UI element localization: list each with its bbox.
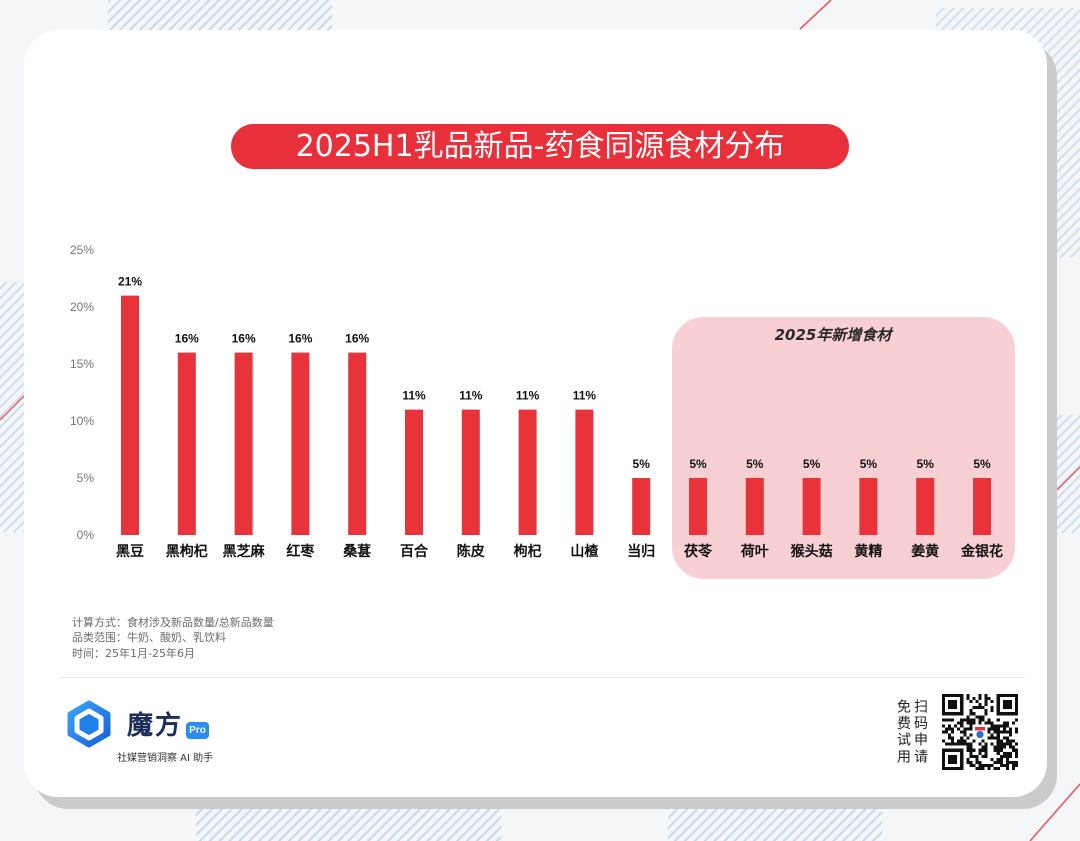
category-label-8: 枸杞 xyxy=(514,543,542,560)
new-ingredients-group: 2025年新增食材 xyxy=(672,317,1015,579)
data-label-6: 11% xyxy=(402,389,426,403)
data-label-16: 5% xyxy=(973,457,991,471)
data-label-14: 5% xyxy=(860,457,878,471)
bar-16 xyxy=(973,478,991,535)
data-label-3: 16% xyxy=(232,332,256,346)
hexagon-logo-icon xyxy=(67,700,111,748)
y-tick-label-6: 25% xyxy=(70,243,94,257)
y-tick-label-1: 0% xyxy=(77,528,95,542)
data-label-15: 5% xyxy=(917,457,935,471)
bar-9 xyxy=(575,409,594,535)
data-label-11: 5% xyxy=(689,457,707,471)
bar-13 xyxy=(802,478,821,535)
bar-1 xyxy=(121,295,139,535)
chart-title: 2025H1乳品新品-药食同源食材分布 xyxy=(231,124,849,169)
category-label-9: 山楂 xyxy=(570,543,599,560)
bar-8 xyxy=(518,409,537,535)
brand-name: 魔方 xyxy=(127,711,184,741)
bar-10 xyxy=(632,478,651,535)
cta-trial-text: 免费试用 xyxy=(895,699,911,766)
category-label-15: 姜黄 xyxy=(911,543,939,560)
data-label-5: 16% xyxy=(345,332,369,346)
data-label-4: 16% xyxy=(288,332,312,346)
qr-code-icon xyxy=(942,694,1018,770)
data-label-13: 5% xyxy=(803,457,821,471)
highlight-title: 2025年新增食材 xyxy=(775,326,895,344)
data-label-9: 11% xyxy=(573,389,597,403)
data-label-8: 11% xyxy=(516,389,540,403)
footer-divider xyxy=(60,677,1025,678)
highlight-box xyxy=(672,317,1015,579)
bar-15 xyxy=(916,478,935,535)
bar-6 xyxy=(405,409,423,535)
category-label-16: 金银花 xyxy=(960,543,1003,560)
category-label-12: 荷叶 xyxy=(740,543,769,560)
data-label-2: 16% xyxy=(175,332,199,346)
cta-scan-text: 扫码申请 xyxy=(912,699,928,766)
note-scope: 品类范围：牛奶、酸奶、乳饮料 xyxy=(72,631,226,644)
bar-11 xyxy=(689,478,707,535)
data-label-12: 5% xyxy=(746,457,764,471)
bar-4 xyxy=(291,352,310,535)
bar-5 xyxy=(348,352,367,535)
category-label-13: 猴头菇 xyxy=(790,543,833,560)
bar-7 xyxy=(461,409,480,535)
category-label-6: 百合 xyxy=(400,543,429,560)
y-tick-label-5: 20% xyxy=(70,300,94,314)
category-label-11: 茯苓 xyxy=(683,543,713,560)
category-label-14: 黄精 xyxy=(854,543,882,560)
bar-3 xyxy=(234,352,253,535)
bar-2 xyxy=(177,352,196,535)
category-label-2: 黑枸杞 xyxy=(166,543,208,560)
y-tick-label-4: 15% xyxy=(70,357,94,371)
note-method: 计算方式：食材涉及新品数量/总新品数量 xyxy=(72,616,274,629)
category-label-3: 黑芝麻 xyxy=(223,543,266,560)
bar-chart: 2025年新增食材 0% 5% 10% 15% 20% 25% 21% 黑豆 16% 黑枸杞 16% 黑… xyxy=(70,243,1015,579)
data-label-7: 11% xyxy=(459,389,483,403)
note-period: 时间：25年1月-25年6月 xyxy=(72,647,195,660)
category-label-5: 桑葚 xyxy=(343,543,371,560)
bar-12 xyxy=(745,478,764,535)
brand-tagline: 社媒营销洞察 AI 助手 xyxy=(117,753,214,764)
category-label-7: 陈皮 xyxy=(457,543,485,560)
category-label-1: 黑豆 xyxy=(116,544,144,560)
data-label-10: 5% xyxy=(633,457,651,471)
y-tick-label-2: 5% xyxy=(77,471,95,485)
y-tick-label-3: 10% xyxy=(70,414,94,428)
pro-badge: Pro xyxy=(186,722,209,739)
category-label-4: 红枣 xyxy=(286,543,315,560)
category-label-10: 当归 xyxy=(627,543,655,560)
bar-14 xyxy=(859,478,878,535)
data-label-1: 21% xyxy=(118,275,142,289)
